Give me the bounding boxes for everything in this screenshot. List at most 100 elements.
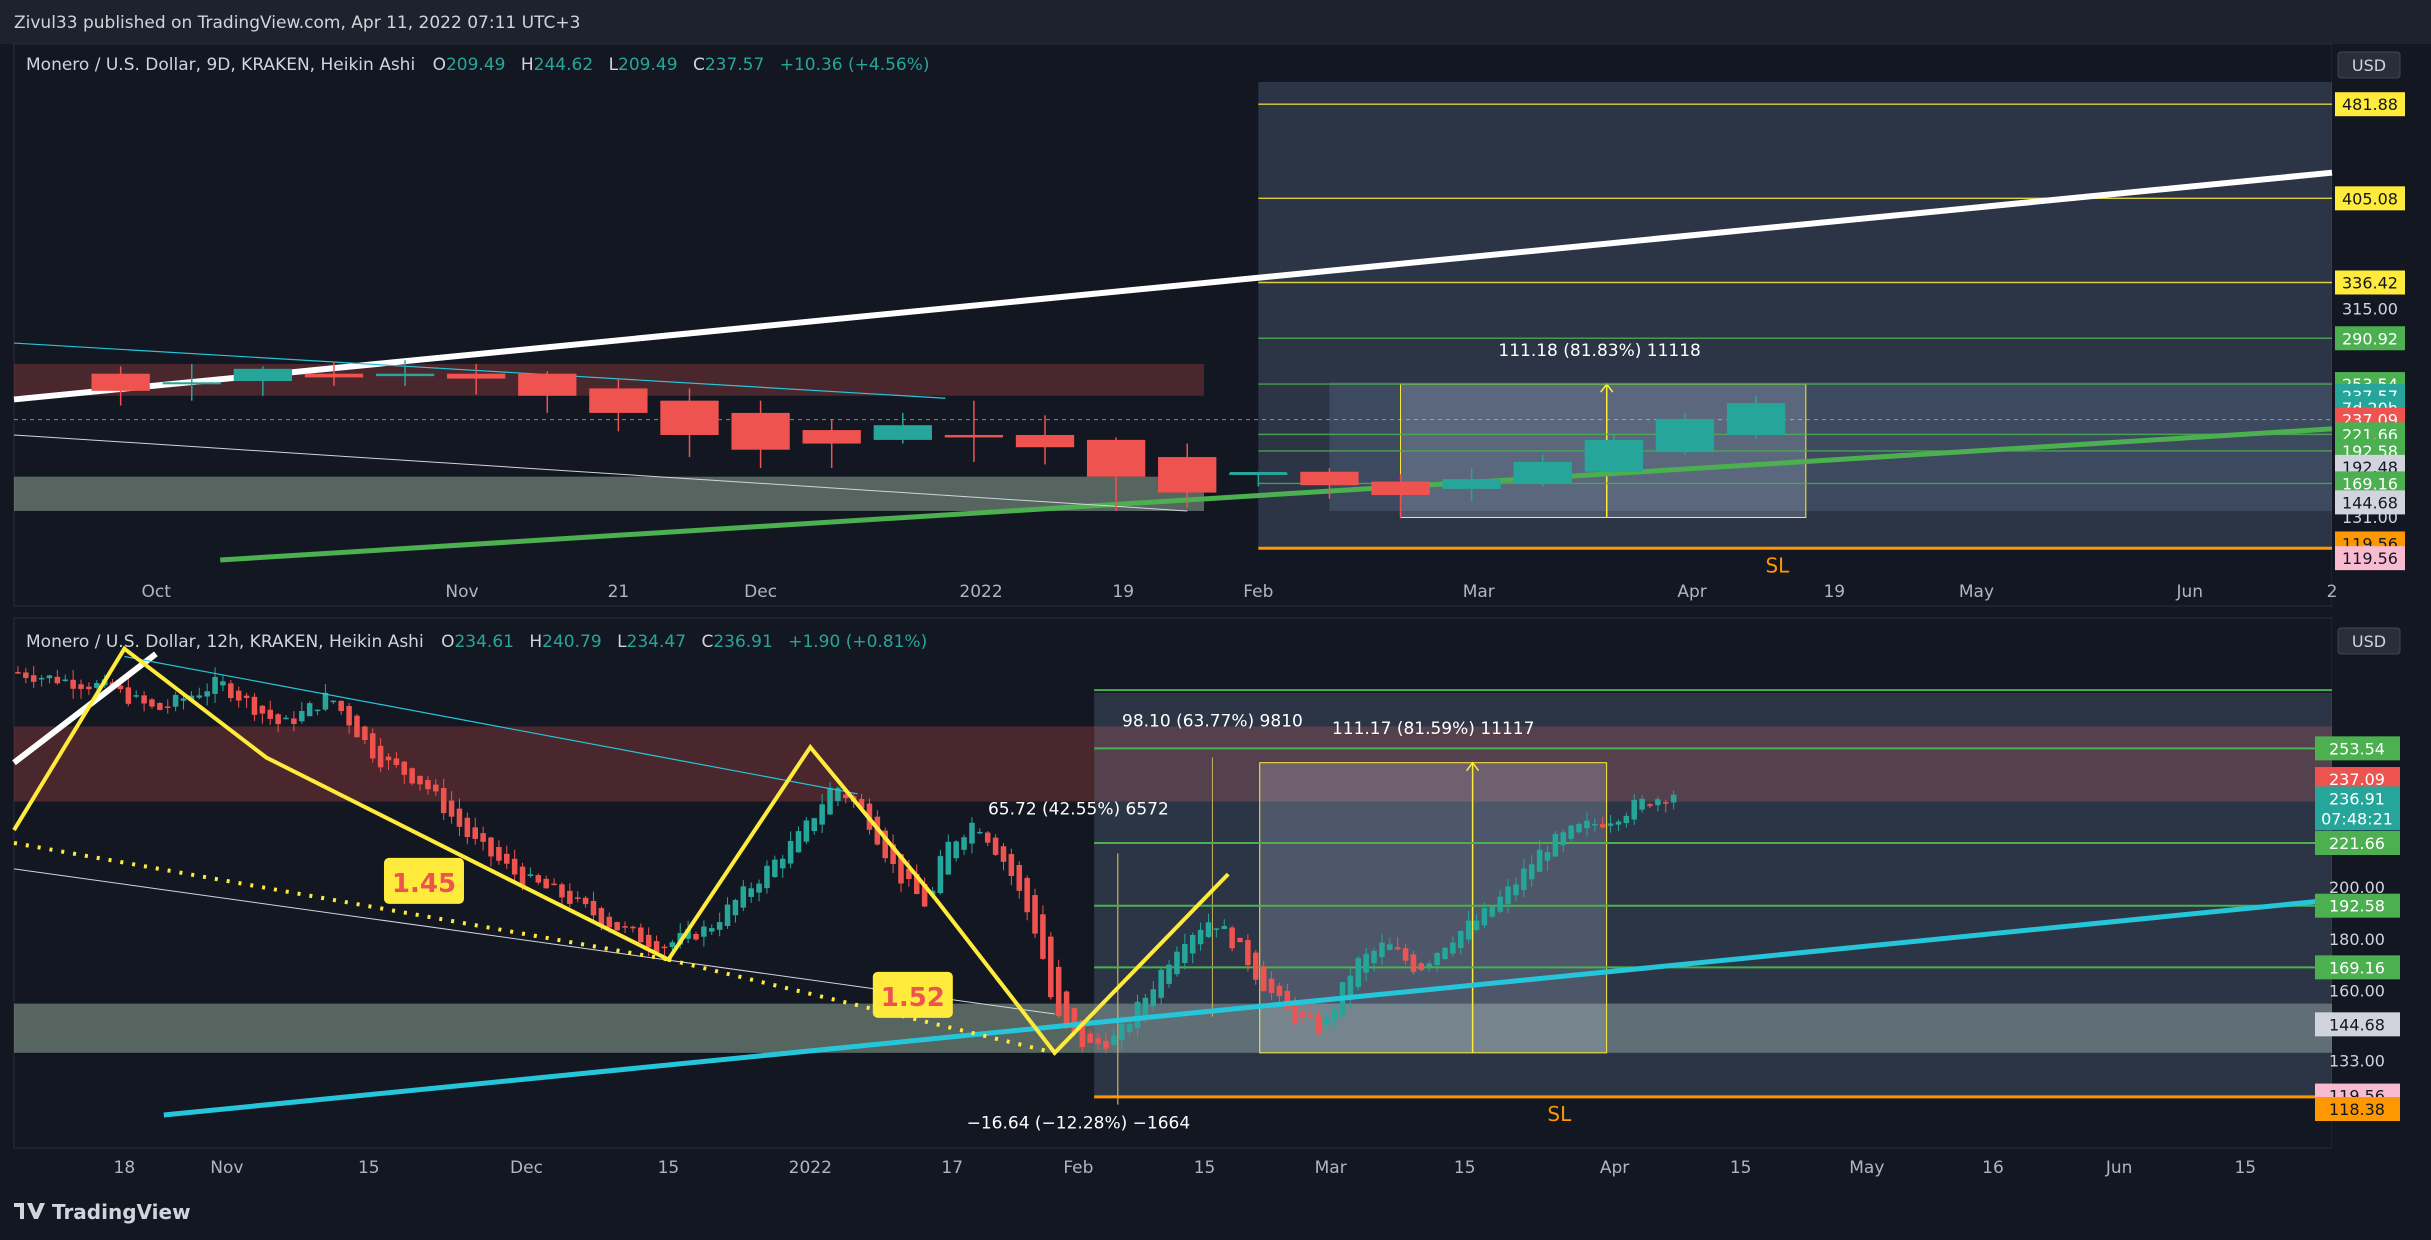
- bottom-candle: [1513, 884, 1519, 896]
- bottom-candle: [1118, 1024, 1125, 1041]
- bottom-candle: [354, 715, 360, 738]
- top-price-label: 119.56: [2342, 549, 2398, 568]
- bottom-price-badge: [2315, 1097, 2400, 1122]
- bottom-candle: [890, 844, 896, 864]
- bottom-currency-button[interactable]: USD: [2337, 627, 2401, 655]
- bottom-candle: [172, 694, 179, 707]
- bottom-candle: [1158, 969, 1164, 998]
- bottom-candle: [267, 709, 274, 719]
- bottom-x-tick: 15: [1454, 1158, 1476, 1178]
- bottom-candle: [606, 916, 613, 928]
- bottom-candle: [1544, 852, 1551, 861]
- bottom-wave-zigzag: [12, 645, 1230, 1056]
- bottom-candle: [299, 710, 305, 722]
- bottom-candle: [961, 837, 967, 850]
- bottom-candle: [1308, 1014, 1314, 1018]
- bottom-candle: [921, 883, 928, 907]
- top-price-label: 481.88: [2342, 95, 2398, 114]
- bottom-price-label: 237.09: [2329, 770, 2385, 789]
- footer-brand: TradingView: [52, 1200, 191, 1224]
- top-candle: [375, 373, 435, 377]
- top-candle: [873, 425, 932, 440]
- top-candle: [1513, 461, 1572, 485]
- bottom-candle: [141, 695, 147, 704]
- top-price-label: 405.08: [2342, 189, 2398, 208]
- top-x-tick: Feb: [1243, 582, 1273, 602]
- bottom-c-label: C: [701, 632, 713, 652]
- bottom-candle: [1221, 925, 1228, 930]
- bottom-candle: [559, 884, 565, 898]
- bottom-candle: [212, 676, 218, 694]
- bottom-candle: [133, 695, 139, 697]
- bottom-candle: [1063, 991, 1070, 1025]
- bottom-x-tick: Jun: [2105, 1158, 2133, 1178]
- top-o-label: O: [433, 55, 446, 75]
- top-candle: [1300, 471, 1359, 486]
- bottom-candle: [1268, 978, 1275, 993]
- bottom-candle: [204, 691, 210, 697]
- top-currency-button[interactable]: USD: [2337, 51, 2401, 79]
- bottom-x-tick: 16: [1982, 1158, 2004, 1178]
- bottom-candle: [1394, 947, 1401, 950]
- bottom-h-value: 240.79: [542, 632, 601, 652]
- bottom-price-label: 236.91: [2329, 789, 2385, 808]
- bottom-candle: [1655, 799, 1661, 806]
- bottom-candle: [858, 799, 865, 809]
- top-x-tick: May: [1959, 582, 1994, 602]
- bottom-upper-channel: [124, 655, 858, 795]
- bottom-candle: [1442, 947, 1448, 960]
- top-candle: [1158, 457, 1217, 493]
- bottom-candle: [362, 726, 368, 741]
- bottom-candle: [251, 696, 258, 715]
- top-lower-channel: [13, 434, 1188, 512]
- bottom-candle: [1197, 929, 1204, 945]
- bottom-l-value: 234.47: [627, 632, 686, 652]
- bottom-candle: [1497, 896, 1503, 912]
- bottom-candle: [1418, 963, 1425, 971]
- bottom-x-tick: Mar: [1315, 1158, 1347, 1178]
- bottom-o-label: O: [441, 632, 454, 652]
- bottom-candle: [1174, 951, 1180, 975]
- bottom-x-tick: 15: [658, 1158, 680, 1178]
- bottom-candle: [1032, 895, 1038, 934]
- bottom-candle: [1182, 943, 1188, 963]
- bottom-candle: [117, 685, 124, 690]
- bottom-candle: [62, 679, 69, 682]
- bottom-candle: [701, 926, 707, 937]
- top-h-label: H: [521, 55, 534, 75]
- bottom-candle: [977, 831, 983, 834]
- bottom-l-label: L: [617, 632, 627, 652]
- bottom-price-badge: [2315, 1012, 2400, 1037]
- bottom-candle: [1323, 1016, 1330, 1025]
- bottom-candle: [1387, 944, 1393, 950]
- bottom-sl-label: SL: [1547, 1102, 1572, 1126]
- bottom-candle: [787, 841, 794, 864]
- bottom-x-tick: May: [1849, 1158, 1884, 1178]
- bottom-candle: [1647, 804, 1653, 807]
- bottom-candle: [913, 873, 920, 895]
- top-price-label: 144.68: [2342, 493, 2398, 512]
- bottom-c-value: 236.91: [713, 632, 772, 652]
- bottom-candle: [401, 761, 408, 775]
- bottom-candle: [582, 897, 589, 905]
- top-price-label: 169.16: [2342, 474, 2398, 493]
- top-l-label: L: [609, 55, 619, 75]
- bottom-candle: [992, 837, 999, 855]
- bottom-candle: [1552, 833, 1559, 857]
- top-green-trendline: [220, 426, 2333, 563]
- bottom-candle: [1584, 820, 1590, 829]
- bottom-candle: [551, 883, 557, 886]
- bottom-price-badge: [2315, 893, 2400, 918]
- bottom-candle: [519, 866, 526, 886]
- bottom-x-tick: 17: [941, 1158, 963, 1178]
- top-price-badge: [2335, 186, 2405, 211]
- top-x-tick: 2022: [959, 582, 1002, 602]
- top-candle: [802, 430, 861, 444]
- bottom-price-label: 118.38: [2329, 1100, 2385, 1119]
- bottom-candle: [1536, 849, 1543, 872]
- bottom-candle: [1592, 824, 1598, 826]
- bottom-candle: [243, 695, 250, 698]
- bottom-ratio-badge-bg: [872, 971, 953, 1018]
- bottom-candle: [1048, 936, 1054, 998]
- bottom-candle: [803, 820, 810, 842]
